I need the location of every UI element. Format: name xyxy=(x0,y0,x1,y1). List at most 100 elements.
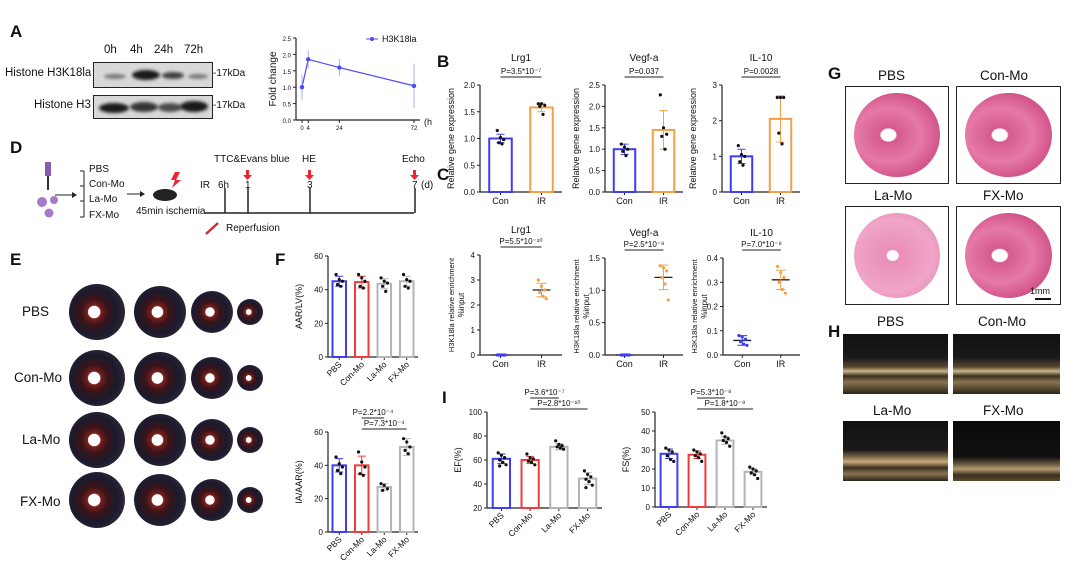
x-tick-label: IR xyxy=(659,196,669,206)
y-tick-label: 0.5 xyxy=(589,167,601,176)
data-point xyxy=(778,95,783,100)
y-tick-label: 1.0 xyxy=(589,286,601,295)
data-point xyxy=(497,353,501,357)
data-point xyxy=(544,297,548,301)
ir-label: IR xyxy=(200,180,210,191)
y-tick-label: 20 xyxy=(473,504,482,513)
group-label: FX-Mo xyxy=(89,210,119,221)
y-axis-label: Relative gene expression xyxy=(688,88,698,189)
data-point xyxy=(555,445,559,449)
y-tick-label: 4 xyxy=(471,251,476,260)
heart-slice xyxy=(69,284,125,340)
bar xyxy=(488,137,513,193)
data-point xyxy=(756,476,760,481)
data-point xyxy=(502,456,507,460)
y-axis-label-2: %input xyxy=(457,292,466,317)
row-label: FX-Mo xyxy=(20,494,61,509)
data-point xyxy=(299,85,305,90)
data-point xyxy=(360,276,364,280)
y-axis-label: H3K18la relative enrichment xyxy=(572,258,581,353)
y-tick-label: 0 xyxy=(471,351,476,360)
chart-C3: 0.0 0.1 0.2 0.3 0.4 H3K18la relative enrichme… xyxy=(690,228,800,369)
data-point xyxy=(382,279,386,283)
y-tick-label: 60 xyxy=(314,428,323,437)
y-tick-label: 0.0 xyxy=(283,119,292,125)
he-section-fx-mo xyxy=(956,206,1061,305)
panel-label-d: D xyxy=(10,138,23,157)
data-point xyxy=(627,353,631,357)
data-point xyxy=(779,270,783,275)
y-axis-label: AAR/LV(%) xyxy=(294,284,304,329)
data-point xyxy=(385,487,390,491)
data-point xyxy=(504,463,508,467)
p-value-label: P=0.037 xyxy=(629,67,660,76)
bar xyxy=(529,106,554,193)
data-point xyxy=(337,65,342,70)
arrow-down-icon xyxy=(305,170,314,180)
data-point xyxy=(558,446,562,450)
row-label: La-Mo xyxy=(22,432,61,447)
data-point xyxy=(663,147,667,151)
data-point xyxy=(536,102,540,106)
x-tick-label: Con-Mo xyxy=(338,359,367,388)
x-tick-label: Con xyxy=(734,359,751,369)
data-point xyxy=(692,448,696,452)
x-tick-label: PBS xyxy=(487,510,506,529)
error-bar xyxy=(737,148,746,164)
y-tick-label: 40 xyxy=(473,480,482,489)
data-point xyxy=(584,486,588,490)
panel-label-i: I xyxy=(442,388,447,407)
y-axis-label: H3K18la relative enrichment xyxy=(690,258,699,353)
p-value-label: P=3.6*10⁻⁷ xyxy=(524,388,564,397)
y-tick-label: 0.3 xyxy=(707,278,719,287)
experiment-timeline-schematic xyxy=(37,162,419,235)
y-tick-label: 0 xyxy=(319,528,324,537)
data-point xyxy=(672,459,676,463)
data-point xyxy=(783,291,788,295)
data-point xyxy=(379,482,383,486)
data-point xyxy=(356,272,361,277)
scale-bar-label: 1mm xyxy=(1030,286,1050,296)
p-value-label: P=5.3*10⁻⁸ xyxy=(691,388,732,397)
data-point xyxy=(665,132,669,136)
data-point xyxy=(385,281,390,285)
assay-label: Echo xyxy=(402,154,425,165)
data-point xyxy=(626,147,630,151)
heart-slice xyxy=(134,352,186,404)
data-point xyxy=(739,152,744,157)
x-tick-label: Con-Mo xyxy=(506,510,535,539)
data-point xyxy=(554,439,558,443)
data-point xyxy=(748,465,752,469)
arrow-down-icon xyxy=(410,170,419,180)
p-value-label: P=2.5*10⁻⁸ xyxy=(624,240,665,249)
data-point xyxy=(384,289,388,293)
data-point xyxy=(403,448,407,452)
data-point xyxy=(539,284,544,288)
y-axis-label: IA/AAR(%) xyxy=(294,460,304,504)
x-tick-label: IR xyxy=(537,359,547,369)
y-tick-label: 80 xyxy=(473,432,482,441)
data-point xyxy=(361,286,365,290)
ischemia-label: 45min ischemia xyxy=(136,206,206,217)
panel-label-b: B xyxy=(437,52,450,71)
bar xyxy=(715,439,735,508)
chart-B1: 0.0 0.5 1.0 1.5 2.0 Relative gene expression L… xyxy=(446,53,562,206)
y-tick-label: 50 xyxy=(641,408,650,417)
data-point xyxy=(363,279,367,283)
data-point xyxy=(334,272,338,277)
data-point xyxy=(664,446,668,450)
data-point xyxy=(749,471,753,475)
data-point xyxy=(500,142,504,146)
data-point xyxy=(403,284,407,288)
x-tick-label: PBS xyxy=(654,509,673,528)
data-point xyxy=(340,465,345,469)
data-point xyxy=(777,280,781,284)
syringe-reperfusion-icon xyxy=(205,222,219,235)
data-point xyxy=(621,149,625,153)
series-line xyxy=(301,58,415,88)
data-point xyxy=(500,353,504,357)
data-point xyxy=(696,456,701,460)
y-tick-label: 0.5 xyxy=(464,161,476,170)
heart-slice xyxy=(237,487,263,513)
data-point xyxy=(619,142,623,146)
